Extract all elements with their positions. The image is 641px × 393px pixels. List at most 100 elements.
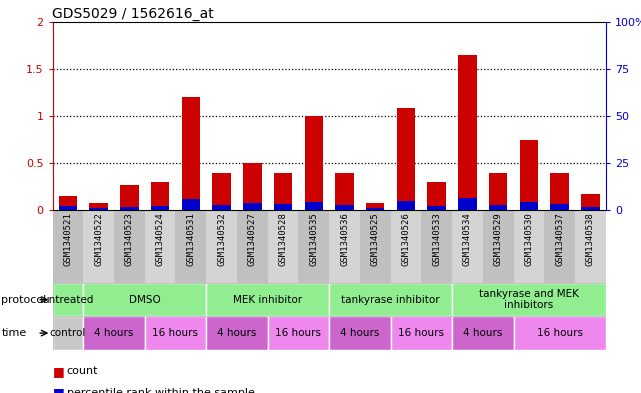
Bar — [329, 316, 390, 350]
Bar — [458, 198, 477, 210]
Text: GSM1340530: GSM1340530 — [524, 213, 533, 266]
Text: GSM1340524: GSM1340524 — [156, 213, 165, 266]
Text: MEK inhibitor: MEK inhibitor — [233, 295, 303, 305]
Bar — [268, 210, 299, 283]
Text: GSM1340526: GSM1340526 — [401, 213, 410, 266]
Text: GSM1340523: GSM1340523 — [125, 213, 134, 266]
Bar — [268, 316, 329, 350]
Text: 16 hours: 16 hours — [398, 328, 444, 338]
Text: percentile rank within the sample: percentile rank within the sample — [67, 388, 254, 393]
Bar — [544, 210, 575, 283]
Bar — [421, 210, 452, 283]
Bar — [181, 97, 200, 210]
Bar — [176, 210, 206, 283]
Text: 4 hours: 4 hours — [463, 328, 503, 338]
Bar — [206, 283, 329, 316]
Bar — [483, 210, 513, 283]
Text: untreated: untreated — [42, 295, 94, 305]
Bar — [83, 283, 206, 316]
Text: 16 hours: 16 hours — [276, 328, 321, 338]
Text: time: time — [1, 328, 26, 338]
Bar — [489, 173, 508, 210]
Bar — [452, 283, 606, 316]
Bar — [212, 205, 231, 210]
Bar — [581, 208, 599, 210]
Text: count: count — [67, 366, 98, 376]
Bar — [452, 316, 513, 350]
Bar — [53, 316, 83, 350]
Bar — [520, 202, 538, 210]
Bar — [397, 108, 415, 210]
Bar — [575, 210, 606, 283]
Text: ■: ■ — [53, 386, 64, 393]
Text: 4 hours: 4 hours — [340, 328, 379, 338]
Text: GSM1340532: GSM1340532 — [217, 213, 226, 266]
Bar — [181, 199, 200, 210]
Text: GSM1340535: GSM1340535 — [310, 213, 319, 266]
Text: GSM1340536: GSM1340536 — [340, 213, 349, 266]
Bar — [428, 206, 446, 210]
Bar — [243, 163, 262, 210]
Bar — [513, 316, 606, 350]
Bar — [206, 316, 268, 350]
Bar — [83, 210, 114, 283]
Bar — [206, 210, 237, 283]
Text: GSM1340533: GSM1340533 — [432, 213, 441, 266]
Bar — [90, 208, 108, 210]
Text: control: control — [50, 328, 86, 338]
Bar — [151, 206, 169, 210]
Bar — [145, 316, 206, 350]
Text: GSM1340528: GSM1340528 — [279, 213, 288, 266]
Bar — [59, 196, 77, 210]
Bar — [120, 208, 138, 210]
Text: ■: ■ — [53, 365, 64, 378]
Text: GSM1340529: GSM1340529 — [494, 213, 503, 266]
Bar — [243, 203, 262, 210]
Text: GSM1340534: GSM1340534 — [463, 213, 472, 266]
Bar — [428, 182, 446, 210]
Bar — [59, 206, 77, 210]
Bar — [397, 201, 415, 210]
Text: 16 hours: 16 hours — [537, 328, 583, 338]
Text: GDS5029 / 1562616_at: GDS5029 / 1562616_at — [52, 7, 213, 20]
Bar — [90, 203, 108, 210]
Text: GSM1340538: GSM1340538 — [586, 213, 595, 266]
Bar — [335, 173, 354, 210]
Text: GSM1340522: GSM1340522 — [94, 213, 103, 266]
Bar — [83, 316, 145, 350]
Bar — [53, 283, 83, 316]
Bar — [581, 194, 599, 210]
Bar — [458, 55, 477, 210]
Bar — [551, 173, 569, 210]
Bar — [390, 316, 452, 350]
Bar — [274, 204, 292, 210]
Text: GSM1340525: GSM1340525 — [370, 213, 379, 266]
Text: GSM1340537: GSM1340537 — [555, 213, 564, 266]
Bar — [299, 210, 329, 283]
Bar — [366, 203, 385, 210]
Bar — [513, 210, 544, 283]
Bar — [304, 202, 323, 210]
Bar — [452, 210, 483, 283]
Text: 4 hours: 4 hours — [94, 328, 134, 338]
Bar — [335, 205, 354, 210]
Bar — [360, 210, 390, 283]
Bar — [304, 116, 323, 210]
Bar — [551, 204, 569, 210]
Bar — [151, 182, 169, 210]
Bar — [145, 210, 176, 283]
Bar — [120, 185, 138, 210]
Text: 16 hours: 16 hours — [153, 328, 199, 338]
Text: 4 hours: 4 hours — [217, 328, 256, 338]
Bar — [390, 210, 421, 283]
Bar — [329, 210, 360, 283]
Bar — [212, 173, 231, 210]
Bar — [329, 283, 452, 316]
Text: GSM1340527: GSM1340527 — [248, 213, 257, 266]
Text: GSM1340531: GSM1340531 — [187, 213, 196, 266]
Bar — [237, 210, 268, 283]
Text: DMSO: DMSO — [129, 295, 161, 305]
Bar — [520, 140, 538, 210]
Bar — [366, 208, 385, 210]
Text: GSM1340521: GSM1340521 — [63, 213, 72, 266]
